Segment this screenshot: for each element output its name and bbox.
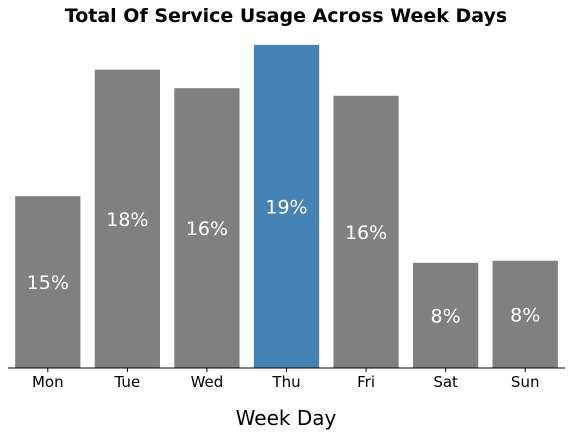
- bar-mon: [15, 196, 81, 369]
- data-label-mon: 15%: [27, 272, 69, 294]
- x-tick-label-fri: Fri: [357, 373, 375, 391]
- x-tick-label-tue: Tue: [114, 373, 141, 391]
- x-tick-label-thu: Thu: [271, 373, 300, 391]
- bar-thu: [253, 44, 320, 369]
- x-tick-label-wed: Wed: [191, 373, 224, 391]
- bars-group: 15% 18% 16% 19% 16% 8% 8%: [15, 44, 558, 369]
- x-ticks-group: Mon Tue Wed Thu Fri Sat Sun: [32, 368, 540, 391]
- x-axis-label: Week Day: [236, 406, 337, 430]
- bar-sat: [413, 262, 479, 368]
- bar-sun: [492, 260, 558, 368]
- data-label-sun: 8%: [510, 304, 540, 326]
- x-tick-label-sat: Sat: [433, 373, 458, 391]
- bar-tue: [94, 69, 160, 368]
- data-label-thu: 19%: [265, 196, 307, 218]
- bar-fri: [333, 95, 399, 368]
- bar-wed: [174, 88, 240, 368]
- chart-title: Total Of Service Usage Across Week Days: [65, 5, 507, 27]
- x-tick-label-mon: Mon: [32, 373, 64, 391]
- data-label-fri: 16%: [345, 222, 387, 244]
- data-label-wed: 16%: [186, 218, 228, 240]
- data-label-tue: 18%: [106, 209, 148, 231]
- x-tick-label-sun: Sun: [511, 373, 540, 391]
- data-label-sat: 8%: [431, 305, 461, 327]
